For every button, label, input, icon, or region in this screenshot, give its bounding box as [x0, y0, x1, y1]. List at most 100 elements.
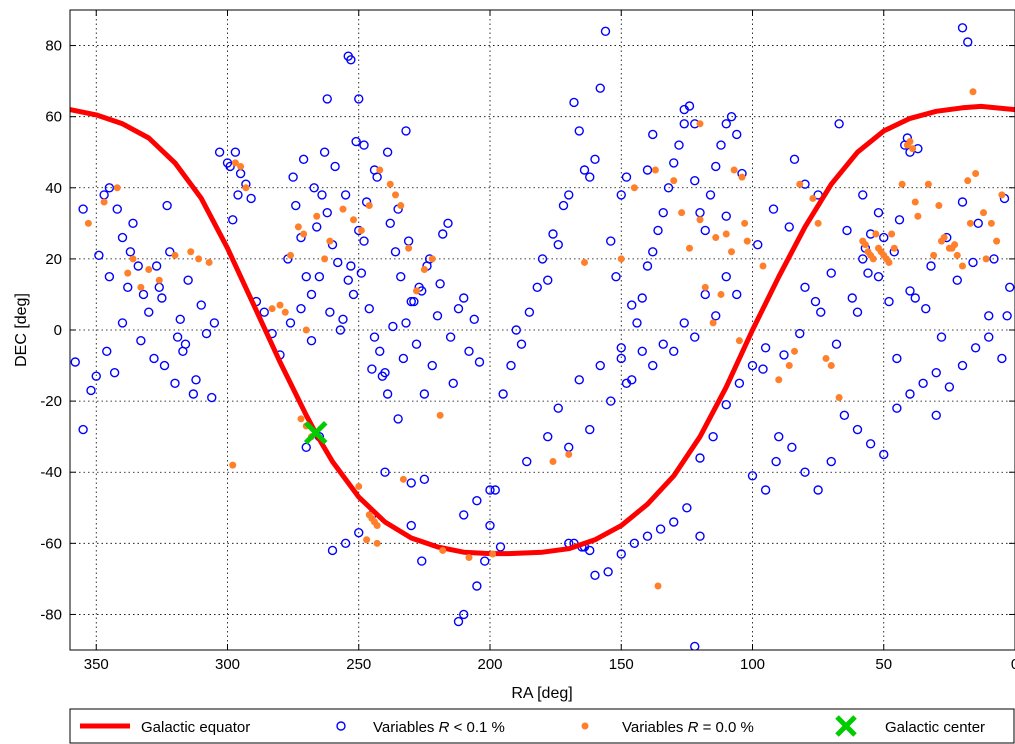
- variable-point-filled: [287, 251, 294, 259]
- variable-point-open: [356, 268, 367, 278]
- variable-point-filled: [948, 244, 956, 252]
- variable-point-filled: [924, 180, 932, 188]
- variable-point-open: [78, 424, 88, 435]
- variable-point-open: [133, 261, 143, 271]
- variable-point-open: [144, 307, 154, 317]
- variable-point-filled: [869, 255, 877, 263]
- variable-point-open: [905, 389, 915, 399]
- variable-point-open: [816, 307, 826, 317]
- variable-point-filled: [581, 258, 588, 266]
- variable-point-open: [579, 165, 590, 175]
- y-axis-ticks: -80 -60 -40 -20 0 20 40 60 80: [40, 38, 1015, 623]
- variable-point-open: [629, 538, 640, 549]
- variable-point-open: [301, 271, 311, 282]
- variable-point-filled: [796, 180, 804, 188]
- variable-point-filled: [822, 354, 830, 362]
- variable-point-open: [642, 261, 653, 271]
- variable-point-open: [970, 343, 981, 353]
- variable-point-open: [632, 318, 642, 328]
- variable-point-open: [401, 318, 411, 328]
- variable-point-open: [128, 218, 138, 229]
- x-tick-label: 250: [346, 656, 371, 673]
- variable-point-open: [760, 485, 771, 495]
- variable-point-open: [894, 215, 905, 225]
- variable-point-open: [285, 318, 296, 328]
- variable-point-open: [642, 165, 653, 175]
- variable-point-open: [94, 250, 104, 261]
- variable-point-open: [658, 207, 668, 218]
- variable-point-filled: [953, 251, 961, 259]
- variable-point-open: [338, 314, 348, 325]
- variable-point-filled: [738, 173, 746, 181]
- variable-point-filled: [885, 258, 893, 266]
- x-tick-label: 50: [875, 656, 892, 673]
- variable-point-filled: [743, 237, 751, 245]
- variable-point-open: [789, 154, 800, 165]
- x-tick-label: 0: [1011, 656, 1015, 673]
- variable-point-filled: [195, 255, 203, 263]
- variable-point-filled: [890, 244, 898, 252]
- variable-point-open: [472, 581, 482, 591]
- variable-point-filled: [914, 212, 922, 220]
- variable-point-open: [354, 527, 364, 538]
- variable-point-open: [543, 431, 553, 442]
- variable-point-open: [435, 279, 445, 289]
- variable-point-open: [590, 154, 600, 165]
- variable-point-filled: [906, 138, 914, 146]
- variable-point-filled: [809, 194, 817, 202]
- variable-point-filled: [617, 255, 625, 263]
- variable-point-open: [159, 360, 170, 371]
- galactic-equator-curve: [70, 103, 1015, 557]
- variable-point-open: [831, 339, 842, 349]
- variable-point-open: [952, 275, 962, 285]
- variable-point-open: [322, 94, 332, 104]
- variable-point-open: [136, 335, 146, 346]
- variable-point-open: [892, 353, 902, 364]
- variable-point-open: [779, 350, 789, 360]
- x-tick-label: 200: [477, 656, 502, 673]
- variable-point-filled: [231, 159, 239, 167]
- variable-point-filled: [365, 202, 373, 210]
- variable-point-open: [327, 545, 338, 556]
- variable-point-filled: [911, 198, 919, 206]
- variable-point-filled: [129, 255, 137, 263]
- variable-point-open: [314, 271, 325, 282]
- y-tick-label: -60: [40, 535, 62, 552]
- variable-point-open: [892, 403, 902, 413]
- variable-point-open: [390, 247, 401, 257]
- variable-point-open: [495, 542, 506, 552]
- variable-point-filled: [373, 539, 381, 547]
- variable-point-open: [469, 314, 479, 325]
- variable-point-open: [957, 360, 968, 371]
- variable-point-open: [721, 399, 731, 410]
- variable-point-open: [679, 104, 689, 115]
- variable-point-open: [695, 531, 705, 541]
- variable-point-filled: [229, 461, 237, 469]
- variable-point-open: [222, 158, 233, 168]
- variable-point-filled: [357, 226, 365, 234]
- variable-point-open: [695, 453, 705, 463]
- variable-point-open: [340, 538, 351, 549]
- variable-point-filled: [276, 301, 284, 309]
- variable-point-open: [388, 321, 398, 332]
- variable-point-filled: [237, 162, 245, 170]
- variable-point-open: [70, 357, 80, 367]
- variable-point-open: [409, 296, 419, 307]
- variable-point-open: [926, 261, 936, 271]
- variable-point-open: [611, 271, 621, 282]
- variable-point-filled: [113, 184, 121, 192]
- variable-point-open: [669, 517, 679, 527]
- legend-label-galactic-equator: Galactic equator: [141, 719, 250, 736]
- variable-point-open: [354, 94, 364, 104]
- variable-point-filled: [313, 212, 321, 220]
- variable-point-filled: [339, 205, 347, 213]
- variable-point-filled: [350, 216, 357, 224]
- variable-point-open: [558, 200, 569, 211]
- variable-point-open: [879, 449, 889, 460]
- variable-point-open: [149, 353, 159, 364]
- variable-point-open: [603, 567, 613, 577]
- variable-point-open: [123, 282, 133, 293]
- variable-point-open: [432, 311, 443, 321]
- variable-point-filled: [898, 180, 906, 188]
- variable-point-open: [474, 357, 485, 367]
